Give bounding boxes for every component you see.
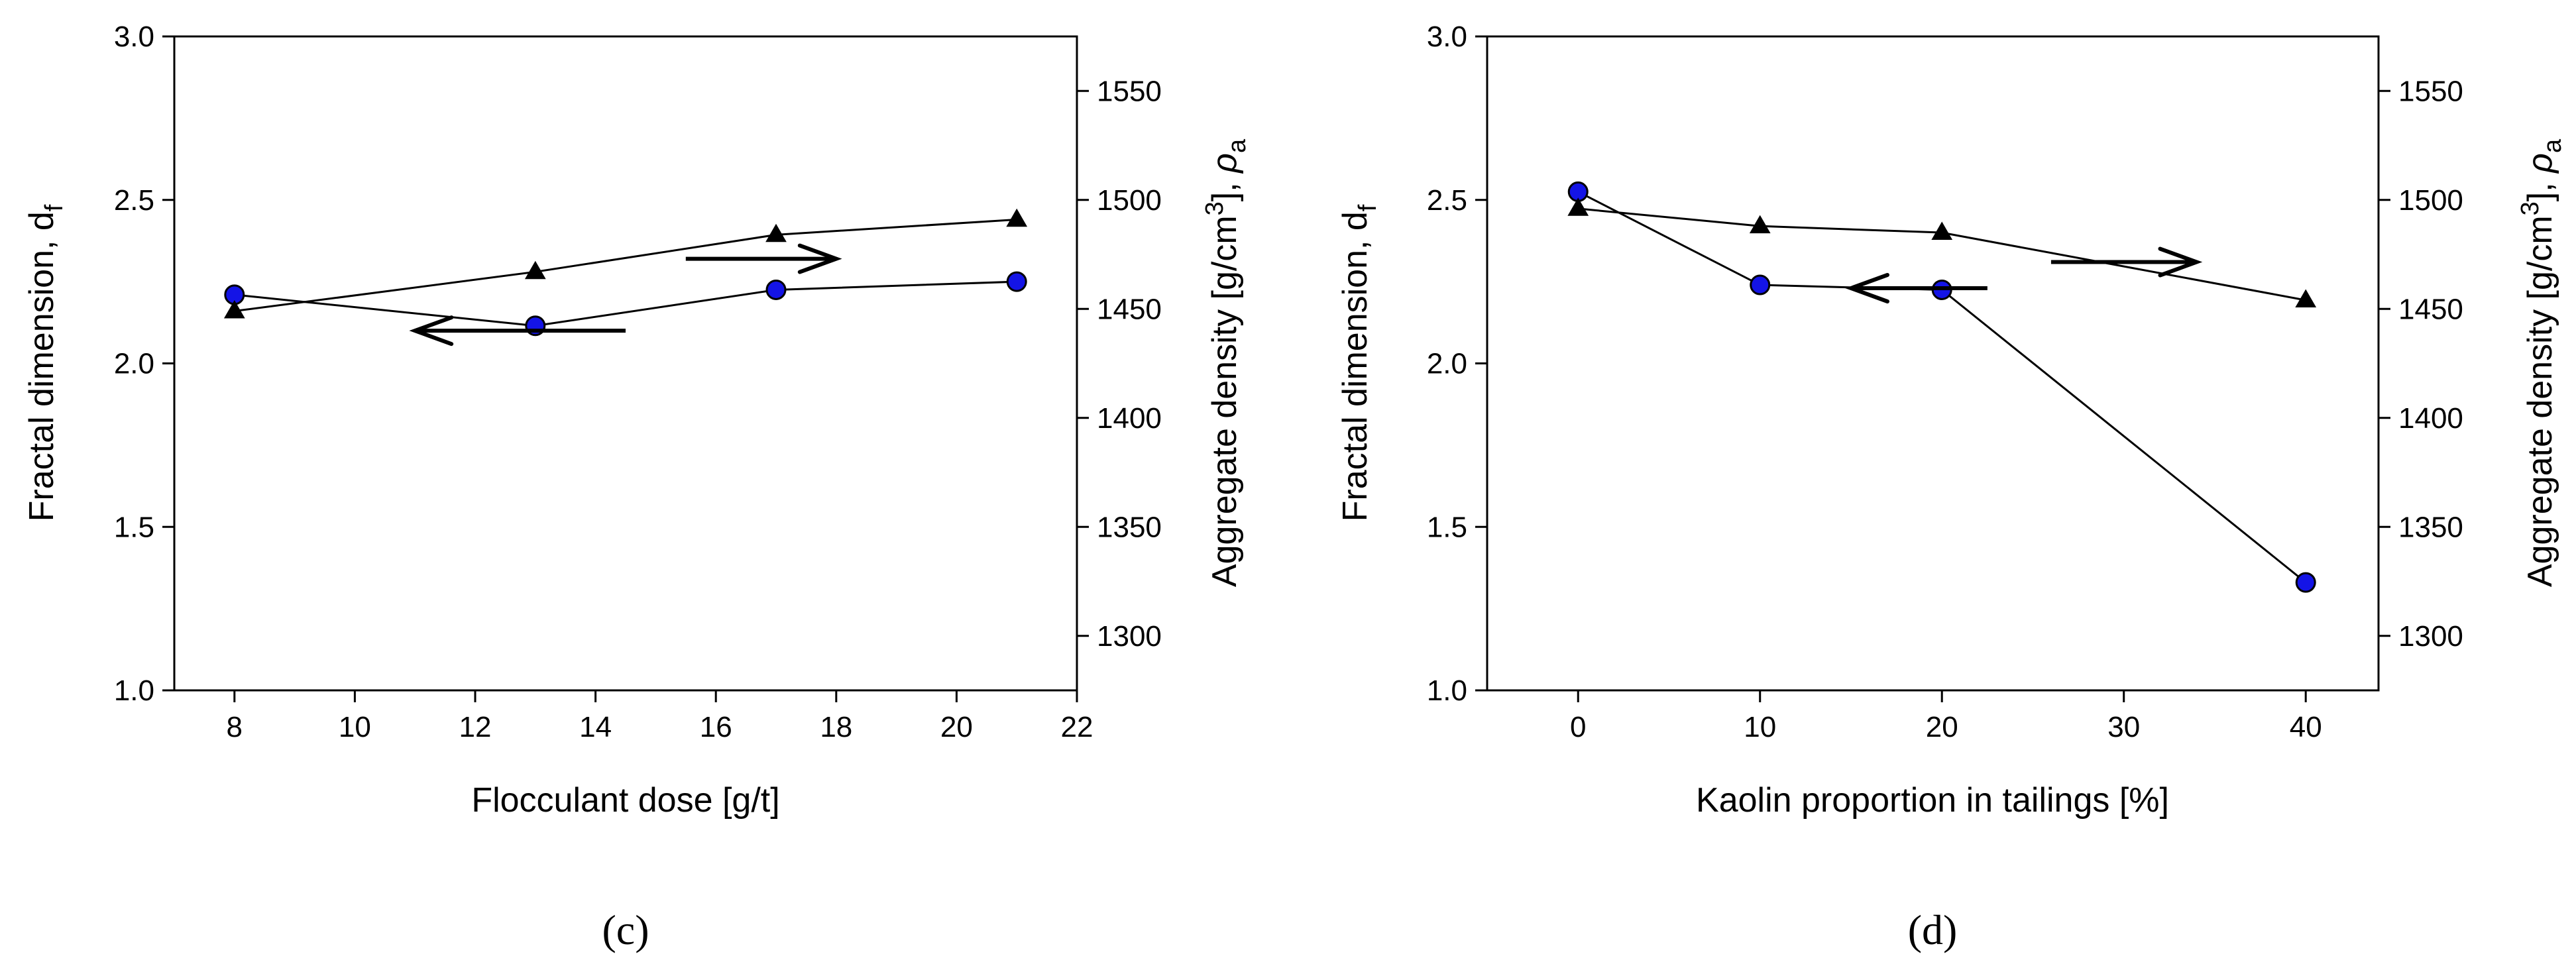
panel-c-x-tick-label: 22: [1061, 711, 1093, 743]
panel-d-aggregate-density-point: [1749, 215, 1771, 234]
panel-c-arrow-right: [685, 243, 842, 274]
panel-d-y-right-tick-label: 1500: [2398, 184, 2463, 217]
panel-c-x-tick-label: 18: [820, 711, 852, 743]
panel-d-y-right-tick-label: 1400: [2398, 402, 2463, 435]
panel-d-aggregate-density-point: [1931, 221, 1953, 240]
panel-c-marks: 8 10 12 14 16 18 20 22 1.0 1.5 2.0 2.5 3.0 1300 1350 14…: [114, 21, 1162, 743]
panel-d-y-right-tick-label: 1450: [2398, 293, 2463, 325]
panel-d-arrow-left: [1845, 272, 1988, 303]
panel-d-y-left-tick-label: 2.0: [1427, 348, 1467, 380]
panel-d-aggregate-density-point: [1567, 197, 1589, 216]
panel-c-y-left-tick-label: 2.5: [114, 184, 154, 217]
panel-c-x-tick-label: 20: [940, 711, 973, 743]
panel-d-fractal-dimension-point: [2295, 572, 2316, 593]
panel-d-ylabel-right: Aggregate density [g/cm3], ρa: [2516, 138, 2567, 587]
panel-d-y-right-tick-label: 1550: [2398, 75, 2463, 107]
panel-c-arrow-left: [409, 315, 626, 347]
panel-d-plot-area: [1486, 35, 2380, 692]
panel-c: 8 10 12 14 16 18 20 22 1.0 1.5 2.0 2.5 3.0 1300 1350 14…: [23, 21, 1251, 953]
panel-d-fractal-dimension-line: [1577, 191, 2307, 584]
panel-c-y-right-tick-label: 1450: [1097, 293, 1162, 325]
panel-c-aggregate-density-point: [223, 299, 245, 319]
panel-d-xlabel: Kaolin proportion in tailings [%]: [1696, 781, 2169, 820]
panel-c-arrow-right-head: [797, 243, 842, 274]
panel-c-arrow-left-head: [409, 315, 454, 347]
panel-d-x-tick-label: 0: [1570, 711, 1586, 743]
panel-d-y-right-tick-label: 1300: [2398, 620, 2463, 653]
panel-d-arrow-left-head: [1845, 272, 1889, 303]
panel-d-x-tick-label: 20: [1926, 711, 1958, 743]
panel-c-label: (c): [602, 906, 649, 953]
panel-c-y-right-tick-label: 1300: [1097, 620, 1162, 653]
panel-d: 0 10 20 30 40 1.0 1.5 2.0 2.5 3.0 1300 1350 1400 1450…: [1336, 21, 2567, 953]
panel-d-x-tick-label: 40: [2290, 711, 2322, 743]
panel-d-aggregate-density-point: [2295, 289, 2317, 307]
panel-d-aggregate-density-line: [1578, 207, 2306, 301]
panel-c-fractal-dimension-point: [765, 279, 787, 300]
panel-d-y-left-tick-label: 2.5: [1427, 184, 1467, 217]
panel-c-xlabel: Flocculant dose [g/t]: [471, 781, 779, 820]
panel-d-y-left-tick-label: 1.5: [1427, 511, 1467, 543]
panel-c-fractal-dimension-line: [234, 280, 1017, 327]
panel-c-aggregate-density-point: [1006, 208, 1028, 227]
panel-d-y-right-tick-label: 1350: [2398, 511, 2463, 543]
panel-c-y-left-tick-label: 2.0: [114, 348, 154, 380]
panel-d-x-tick-label: 10: [1744, 711, 1776, 743]
panel-c-y-right-tick-label: 1500: [1097, 184, 1162, 217]
panel-d-arrow-right: [2050, 246, 2203, 278]
panel-d-ylabel-left: Fractal dimension, df: [1336, 204, 1382, 521]
panel-d-x-tick-label: 30: [2107, 711, 2140, 743]
panel-c-y-left-tick-label: 3.0: [114, 21, 154, 53]
panel-c-aggregate-density-line: [234, 218, 1017, 313]
panel-c-y-left-tick-label: 1.0: [114, 674, 154, 707]
panel-d-arrow-right-head: [2158, 246, 2203, 278]
panel-d-y-left-tick-label: 1.0: [1427, 674, 1467, 707]
panel-c-y-right-tick-label: 1550: [1097, 75, 1162, 107]
panel-c-aggregate-density-point: [765, 223, 787, 242]
panel-c-ylabel-right: Aggregate density [g/cm3], ρa: [1201, 138, 1251, 587]
panel-c-aggregate-density-point: [524, 260, 546, 280]
panel-d-label: (d): [1908, 906, 1958, 953]
panel-d-marks: 0 10 20 30 40 1.0 1.5 2.0 2.5 3.0 1300 1350 1400 1450…: [1427, 21, 2463, 743]
panel-c-fractal-dimension-point: [1006, 271, 1027, 292]
panel-d-fractal-dimension-point: [1750, 274, 1771, 295]
panel-c-x-tick-label: 16: [700, 711, 732, 743]
panel-c-ylabel-left: Fractal dimension, df: [23, 204, 68, 521]
panel-c-x-tick-label: 8: [227, 711, 243, 743]
panel-c-y-left-tick-label: 1.5: [114, 511, 154, 543]
panel-d-y-left-tick-label: 3.0: [1427, 21, 1467, 53]
panel-c-x-tick-label: 10: [339, 711, 371, 743]
panel-c-plot-area: [173, 35, 1078, 692]
panel-c-y-right-tick-label: 1350: [1097, 511, 1162, 543]
panel-c-y-right-tick-label: 1400: [1097, 402, 1162, 435]
panel-c-x-tick-label: 12: [459, 711, 492, 743]
panel-c-x-tick-label: 14: [579, 711, 612, 743]
